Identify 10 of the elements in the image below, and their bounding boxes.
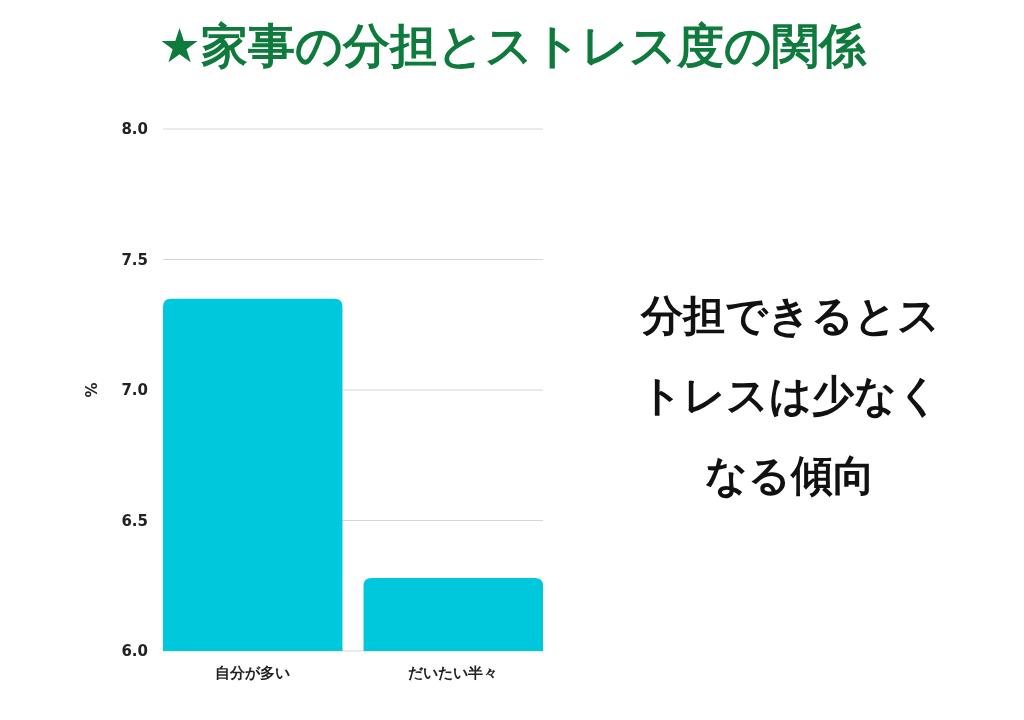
y-tick-label: 6.5 (121, 511, 148, 530)
x-tick-label: だいたい半々 (408, 664, 499, 682)
chart-title: ★家事の分担とストレス度の関係 (158, 18, 867, 73)
text: 分担できるとストレスは少なくなる傾向 (639, 291, 940, 500)
y-tick-label: 7.5 (121, 250, 148, 269)
x-tick-label: 自分が多い (215, 664, 291, 682)
y-axis-title: % (83, 382, 101, 398)
y-tick-label: 7.0 (121, 381, 148, 400)
y-tick-label: 8.0 (121, 120, 148, 139)
y-tick-label: 6.0 (121, 642, 148, 661)
